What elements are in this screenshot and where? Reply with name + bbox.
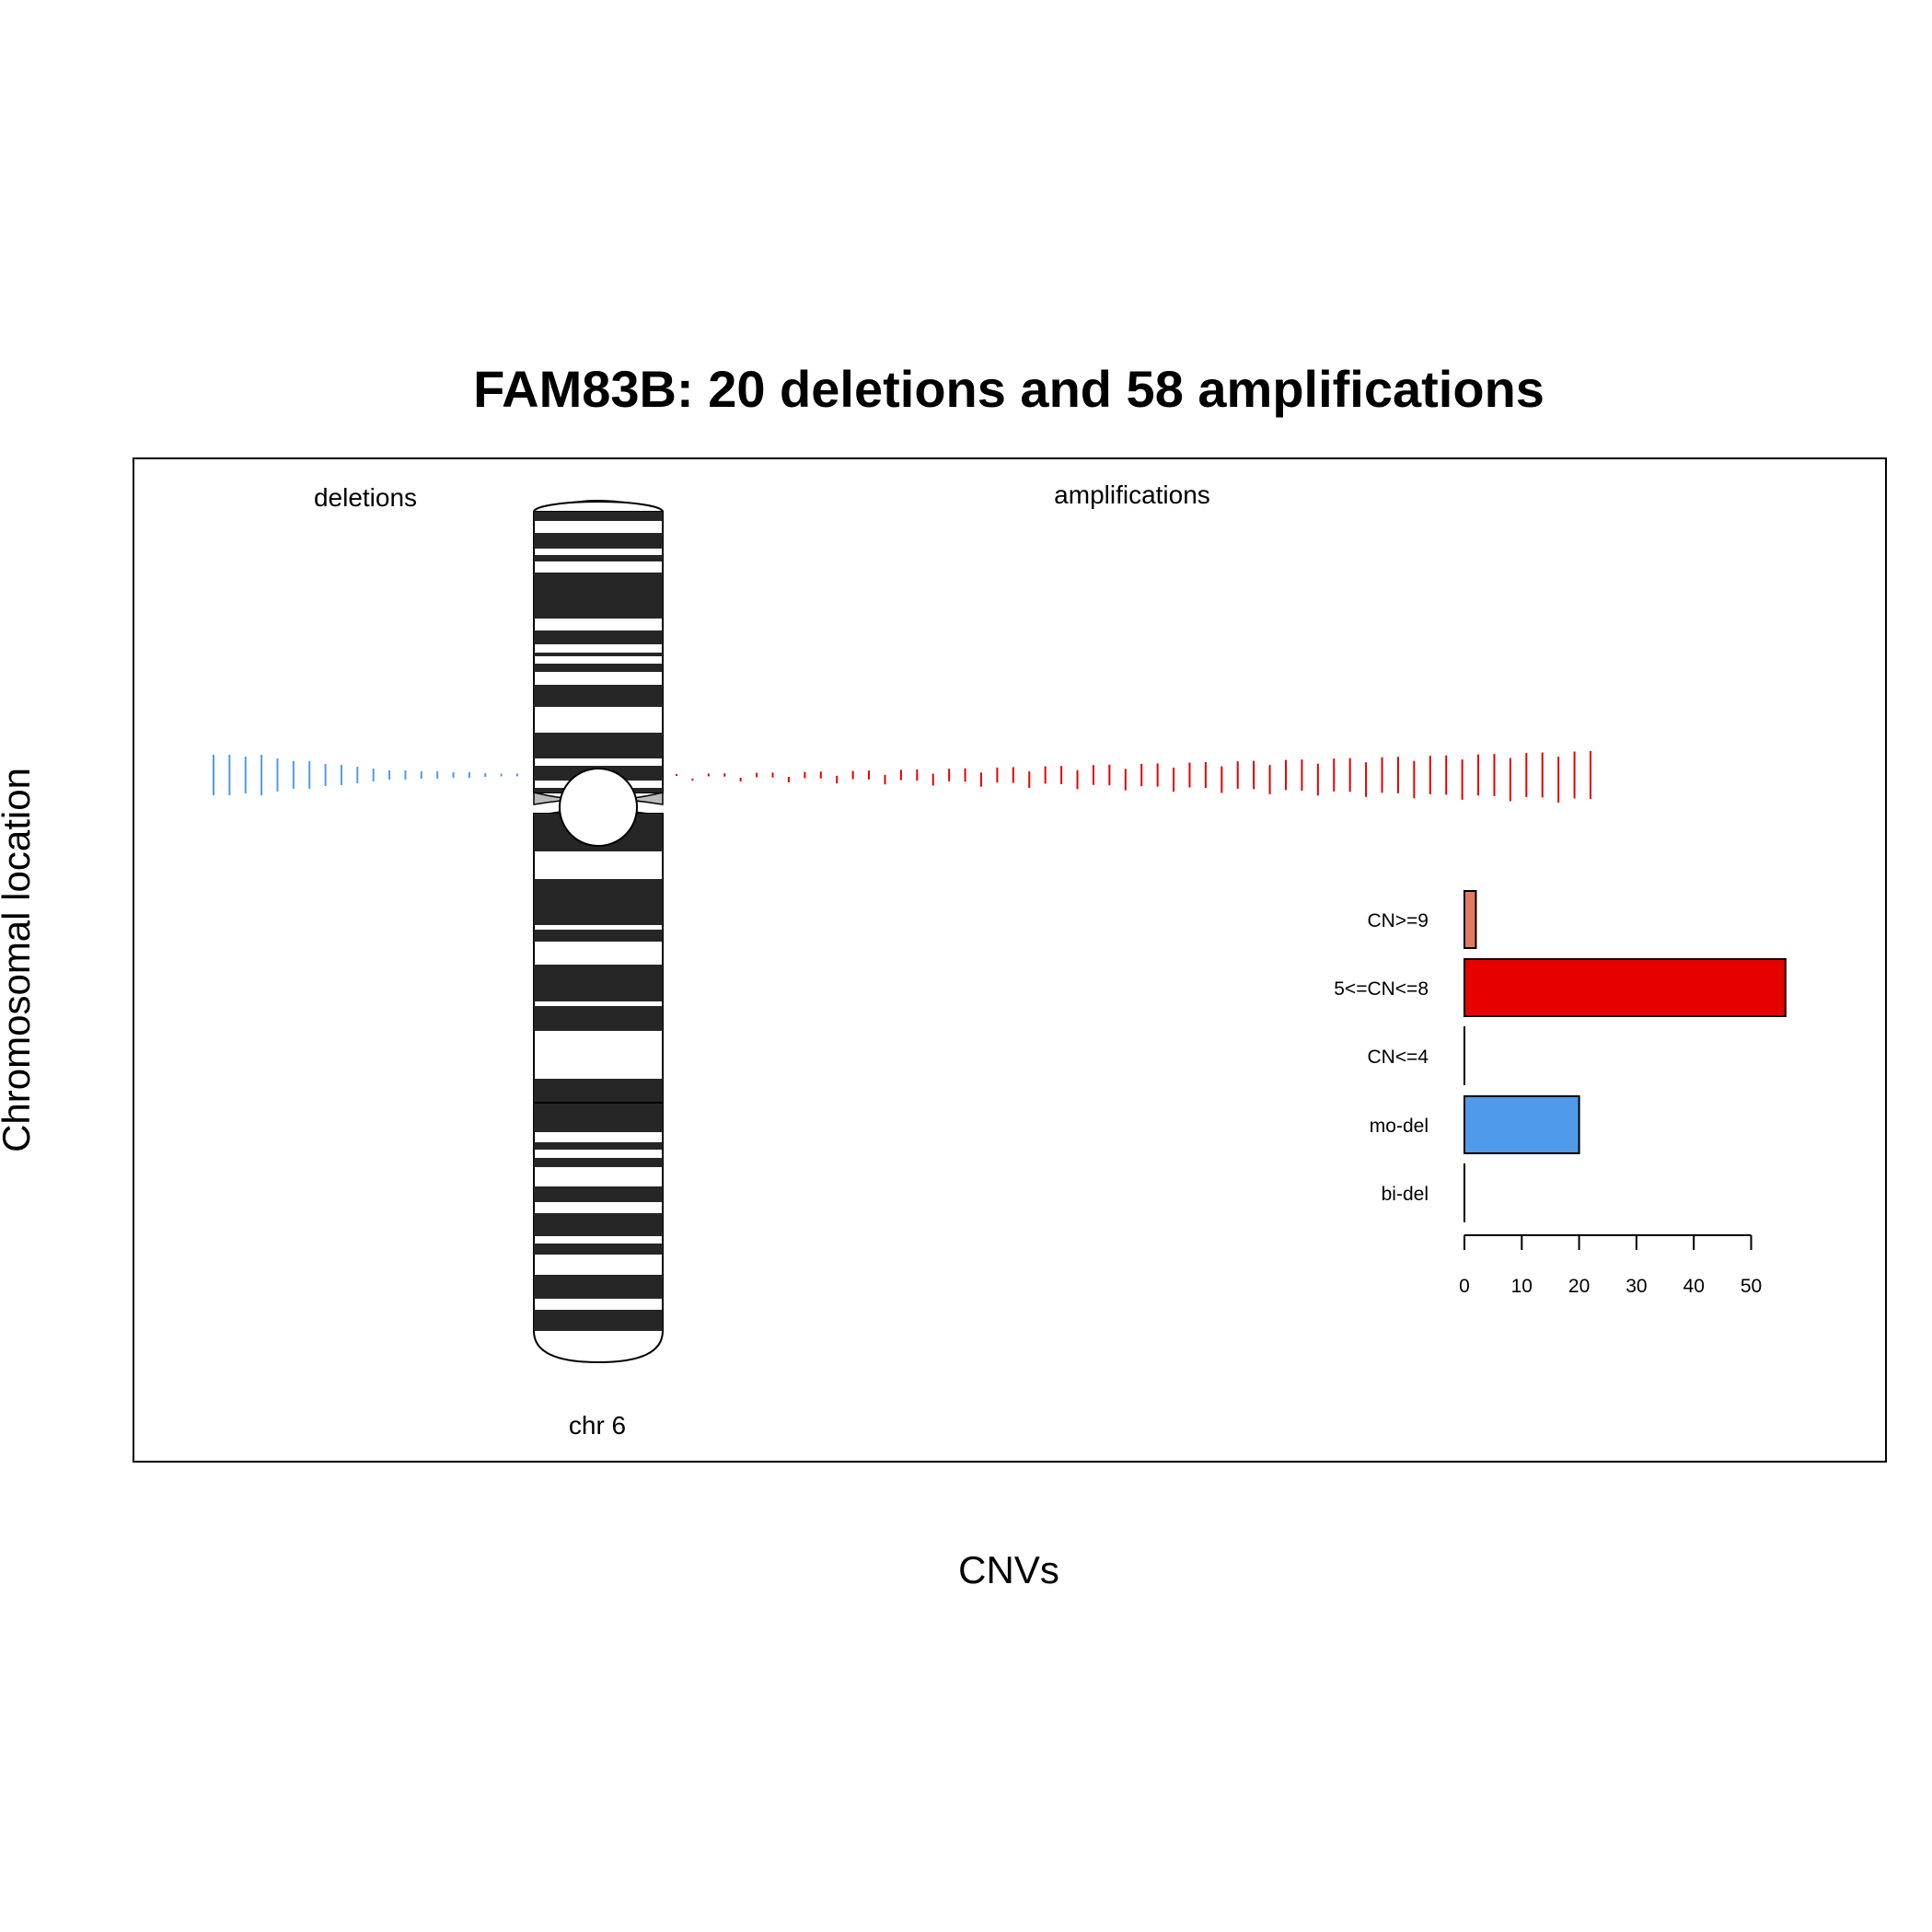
deletion-marks	[213, 755, 518, 795]
chromosome-band	[534, 653, 663, 656]
bar-category-label: CN<=4	[1367, 1047, 1429, 1068]
chromosome-band	[534, 879, 663, 925]
x-axis-label: CNVs	[958, 1548, 1059, 1591]
chromosome-band	[534, 930, 663, 942]
chromosome-band	[534, 1310, 663, 1331]
chromosome-label: chr 6	[569, 1411, 626, 1440]
amplification-marks	[676, 751, 1591, 803]
bar-category-label: bi-del	[1382, 1184, 1429, 1205]
x-tick-label: 10	[1511, 1276, 1533, 1297]
chromosome-band	[534, 573, 663, 619]
chromosome-band	[534, 685, 663, 707]
deletions-label: deletions	[314, 483, 417, 512]
cnv-bar-chart: CN>=9 5<=CN<=8 CN<=4 mo-del bi-del 0 10 20 30 40 5…	[1334, 890, 1787, 1297]
chromosome-band	[534, 1079, 663, 1132]
x-tick-label: 50	[1741, 1276, 1762, 1297]
bar-5-cn-8	[1463, 958, 1787, 1017]
x-tick-label: 30	[1625, 1276, 1647, 1297]
chromosome-band	[534, 533, 663, 549]
x-tick-label: 40	[1683, 1276, 1705, 1297]
chromosome-band	[534, 512, 663, 521]
chromosome-band	[534, 1006, 663, 1031]
chromosome-band	[534, 1275, 663, 1299]
chromosome-band	[534, 555, 663, 561]
bar-category-label: CN>=9	[1367, 910, 1429, 931]
bar-category-label: 5<=CN<=8	[1334, 978, 1429, 1000]
chromosome-band	[534, 664, 663, 672]
bar-category-label: mo-del	[1370, 1116, 1429, 1137]
chromosome-band	[534, 733, 663, 758]
bar-cn-9	[1463, 890, 1477, 949]
y-axis-label: Chromosomal location	[0, 768, 38, 1152]
chromosome-band	[534, 1142, 663, 1150]
x-tick-label: 0	[1459, 1276, 1470, 1297]
amplifications-label: amplifications	[1054, 480, 1210, 509]
chromosome-ideogram	[533, 500, 664, 1364]
x-tick-label: 20	[1568, 1276, 1590, 1297]
bar-mo-del	[1463, 1095, 1580, 1154]
chromosome-band	[534, 631, 663, 644]
centromere	[559, 768, 638, 847]
chromosome-band	[534, 1158, 663, 1167]
chart-title: FAM83B: 20 deletions and 58 amplificatio…	[473, 360, 1544, 418]
chromosome-bottom-cap	[533, 1330, 664, 1364]
chromosome-band	[534, 1244, 663, 1255]
chromosome-band	[534, 965, 663, 1001]
chromosome-band	[534, 1213, 663, 1236]
chromosome-band	[534, 1186, 663, 1202]
plot-frame	[133, 457, 1887, 1463]
